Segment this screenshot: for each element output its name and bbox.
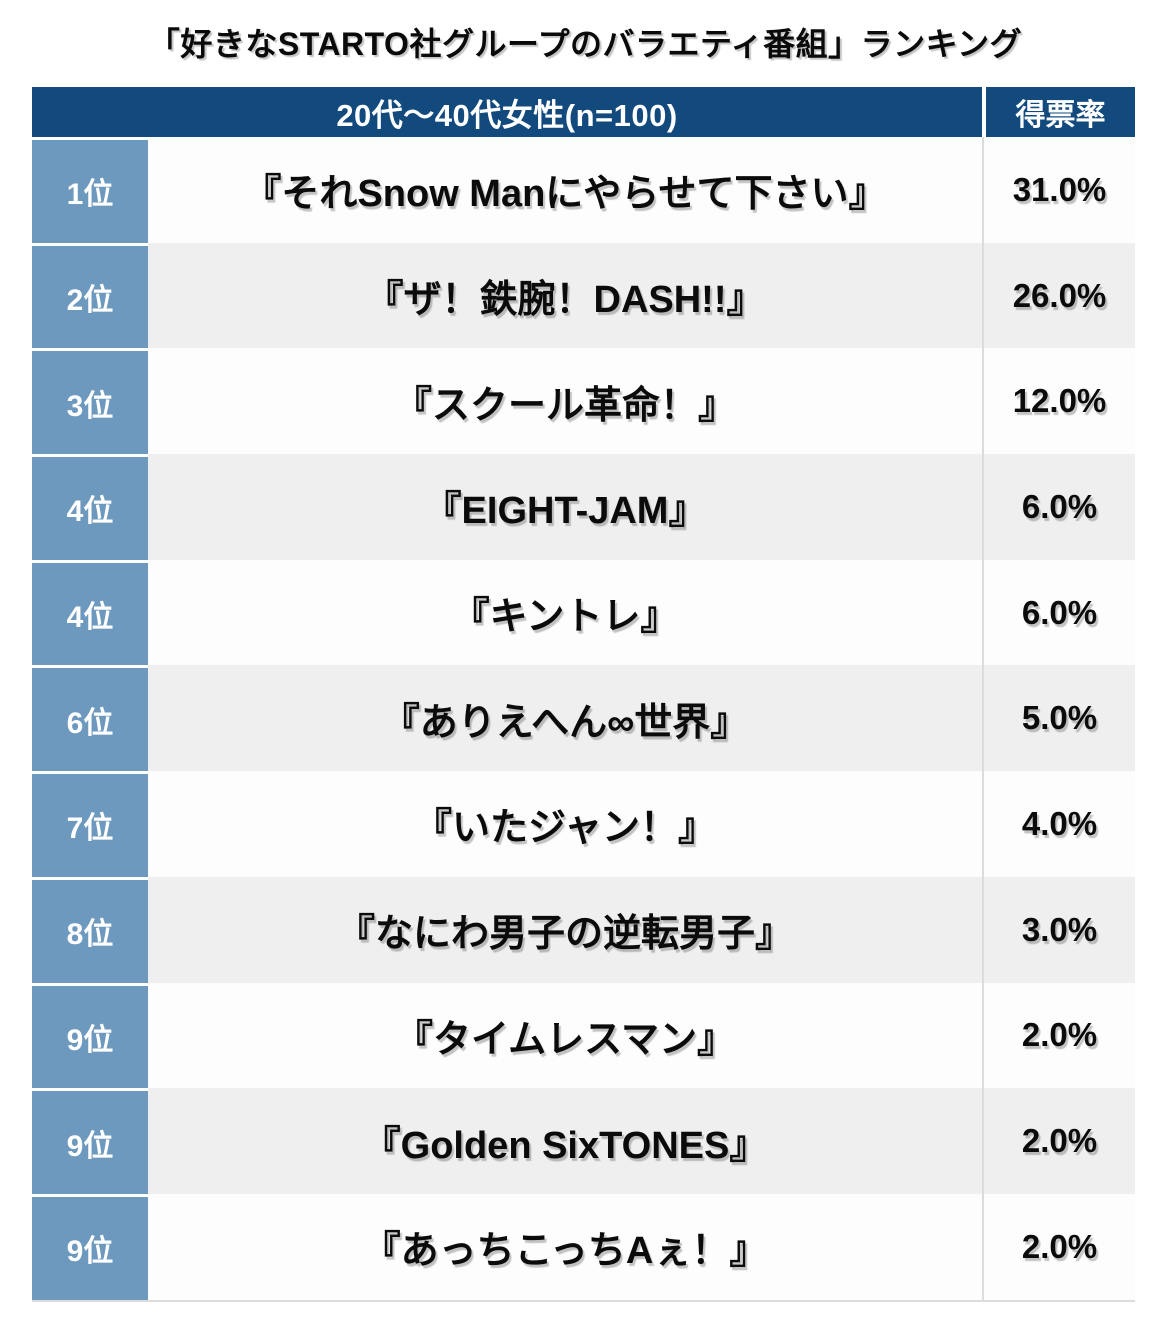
show-name-cell: 『ありえへん∞世界』	[381, 701, 749, 744]
table-row: 7位 『いたジャン！』 4.0%	[32, 771, 1135, 877]
percent-cell: 5.0%	[982, 665, 1135, 772]
percent-cell: 3.0%	[982, 876, 1135, 983]
percent-cell: 2.0%	[982, 1193, 1135, 1300]
show-name-cell: 『スクール革命！』	[393, 384, 736, 427]
percent-cell: 2.0%	[982, 1088, 1135, 1194]
show-name-cell: 『EIGHT-JAM』	[423, 490, 707, 533]
table-header-row: 20代〜40代女性(n=100) 得票率	[32, 87, 1135, 137]
rank-cell: 6位	[32, 665, 148, 772]
table-row: 9位 『Golden SixTONES』 2.0%	[32, 1088, 1135, 1194]
rank-cell: 9位	[32, 982, 148, 1089]
rank-cell: 4位	[32, 559, 148, 666]
percent-cell: 6.0%	[982, 454, 1135, 560]
show-name-cell: 『それSnow Manにやらせて下さい』	[243, 173, 887, 216]
percent-cell: 2.0%	[982, 982, 1135, 1089]
table-row: 1位 『それSnow Manにやらせて下さい』 31.0%	[32, 137, 1135, 243]
show-name-cell: 『Golden SixTONES』	[362, 1124, 768, 1167]
rank-cell: 4位	[32, 454, 148, 560]
table-row: 6位 『ありえへん∞世界』 5.0%	[32, 665, 1135, 772]
table-row: 4位 『EIGHT-JAM』 6.0%	[32, 454, 1135, 560]
show-name-cell: 『タイムレスマン』	[394, 1018, 736, 1061]
rank-cell: 3位	[32, 348, 148, 455]
show-name-cell: 『ザ！鉄腕！DASH!!』	[365, 279, 765, 322]
percent-cell: 4.0%	[982, 771, 1135, 877]
page-title: 「好きなSTARTO社グループのバラエティ番組」ランキング	[147, 26, 1023, 62]
show-name-cell: 『キントレ』	[451, 596, 679, 639]
percent-cell: 31.0%	[982, 137, 1135, 243]
rank-cell: 9位	[32, 1088, 148, 1194]
header-value-label: 得票率	[982, 87, 1135, 137]
rank-cell: 2位	[32, 242, 148, 349]
rank-cell: 1位	[32, 137, 148, 243]
table-row: 2位 『ザ！鉄腕！DASH!!』 26.0%	[32, 242, 1135, 349]
ranking-table: 20代〜40代女性(n=100) 得票率 1位 『それSnow Manにやらせて…	[32, 87, 1135, 1302]
table-row: 3位 『スクール革命！』 12.0%	[32, 348, 1135, 455]
table-row: 4位 『キントレ』 6.0%	[32, 559, 1135, 666]
table-row: 8位 『なにわ男子の逆転男子』 3.0%	[32, 876, 1135, 983]
percent-cell: 26.0%	[982, 242, 1135, 349]
rank-cell: 8位	[32, 876, 148, 983]
rank-cell: 9位	[32, 1193, 148, 1300]
show-name-cell: 『いたジャン！』	[413, 807, 717, 850]
rank-cell: 7位	[32, 771, 148, 877]
table-body: 1位 『それSnow Manにやらせて下さい』 31.0% 2位 『ザ！鉄腕！D…	[32, 137, 1135, 1302]
show-name-cell: 『あっちこっちAぇ！』	[362, 1230, 768, 1273]
percent-cell: 6.0%	[982, 559, 1135, 666]
percent-cell: 12.0%	[982, 348, 1135, 455]
table-row: 9位 『タイムレスマン』 2.0%	[32, 982, 1135, 1089]
show-name-cell: 『なにわ男子の逆転男子』	[336, 913, 793, 956]
table-row: 9位 『あっちこっちAぇ！』 2.0%	[32, 1193, 1135, 1300]
header-group-label: 20代〜40代女性(n=100)	[336, 97, 678, 133]
